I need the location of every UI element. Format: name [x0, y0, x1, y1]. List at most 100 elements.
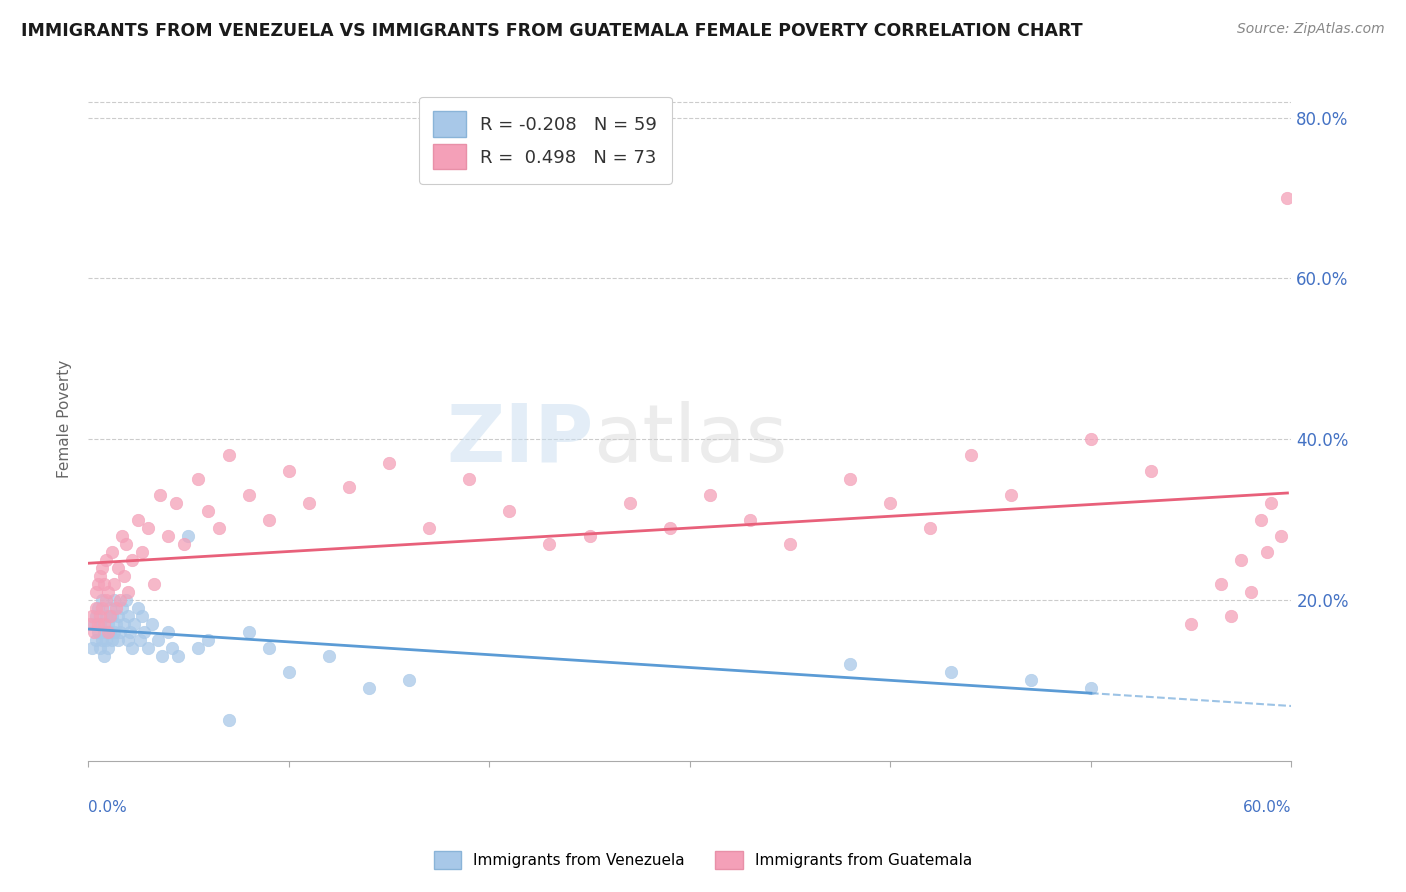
Point [418, 520, 440, 534]
Point [96, 552, 118, 566]
Point [167, 649, 190, 664]
Point [157, 528, 180, 542]
Point [93, 625, 115, 640]
Text: ZIP: ZIP [446, 401, 593, 478]
Point [1080, 432, 1102, 446]
Point [1250, 512, 1272, 526]
Point [920, 520, 942, 534]
Point [134, 625, 156, 640]
Point [458, 472, 481, 486]
Point [82, 609, 104, 624]
Y-axis label: Female Poverty: Female Poverty [58, 360, 72, 478]
Point [148, 633, 170, 648]
Point [538, 536, 561, 550]
Point [96, 609, 118, 624]
Point [1140, 464, 1163, 478]
Point [105, 601, 128, 615]
Point [89, 569, 111, 583]
Point [238, 625, 260, 640]
Point [110, 593, 132, 607]
Point [378, 456, 401, 470]
Point [1220, 609, 1243, 624]
Point [1240, 585, 1263, 599]
Point [1180, 617, 1202, 632]
Text: IMMIGRANTS FROM VENEZUELA VS IMMIGRANTS FROM GUATEMALA FEMALE POVERTY CORRELATIO: IMMIGRANTS FROM VENEZUELA VS IMMIGRANTS … [21, 22, 1083, 40]
Point [357, 681, 380, 696]
Point [103, 625, 125, 640]
Point [91, 561, 114, 575]
Point [238, 488, 260, 502]
Point [117, 585, 139, 599]
Point [177, 528, 200, 542]
Point [187, 472, 209, 486]
Point [79, 617, 101, 632]
Point [115, 593, 138, 607]
Point [83, 625, 105, 640]
Point [105, 617, 128, 632]
Point [197, 633, 219, 648]
Point [277, 464, 299, 478]
Point [121, 641, 143, 656]
Point [84, 585, 107, 599]
Point [117, 633, 139, 648]
Point [779, 536, 801, 550]
Point [143, 577, 166, 591]
Point [157, 625, 180, 640]
Point [98, 625, 121, 640]
Point [111, 528, 134, 542]
Point [939, 665, 962, 680]
Point [117, 609, 139, 624]
Point [107, 633, 129, 648]
Point [318, 649, 340, 664]
Point [110, 625, 132, 640]
Point [127, 601, 149, 615]
Point [96, 593, 118, 607]
Point [89, 617, 111, 632]
Point [87, 617, 110, 632]
Point [337, 480, 360, 494]
Point [218, 714, 240, 728]
Point [257, 512, 280, 526]
Legend: Immigrants from Venezuela, Immigrants from Guatemala: Immigrants from Venezuela, Immigrants fr… [427, 845, 979, 875]
Point [83, 617, 105, 632]
Point [162, 641, 184, 656]
Point [103, 593, 125, 607]
Point [96, 633, 118, 648]
Point [150, 649, 173, 664]
Point [84, 633, 107, 648]
Point [107, 609, 129, 624]
Point [1211, 577, 1233, 591]
Point [124, 617, 146, 632]
Point [101, 609, 124, 624]
Point [91, 593, 114, 607]
Point [149, 488, 172, 502]
Point [111, 601, 134, 615]
Point [87, 601, 110, 615]
Point [89, 641, 111, 656]
Point [97, 625, 120, 640]
Point [136, 520, 159, 534]
Point [97, 617, 120, 632]
Point [1019, 673, 1042, 688]
Point [84, 601, 107, 615]
Point [120, 625, 142, 640]
Point [1260, 496, 1282, 510]
Point [298, 496, 321, 510]
Point [87, 577, 110, 591]
Point [165, 496, 187, 510]
Point [197, 504, 219, 518]
Point [121, 552, 143, 566]
Point [699, 488, 721, 502]
Point [1080, 681, 1102, 696]
Point [97, 585, 120, 599]
Point [93, 617, 115, 632]
Point [207, 520, 229, 534]
Point [131, 544, 153, 558]
Point [91, 601, 114, 615]
Point [839, 472, 862, 486]
Point [879, 496, 901, 510]
Text: atlas: atlas [593, 401, 787, 478]
Text: Source: ZipAtlas.com: Source: ZipAtlas.com [1237, 22, 1385, 37]
Point [103, 577, 125, 591]
Point [98, 601, 121, 615]
